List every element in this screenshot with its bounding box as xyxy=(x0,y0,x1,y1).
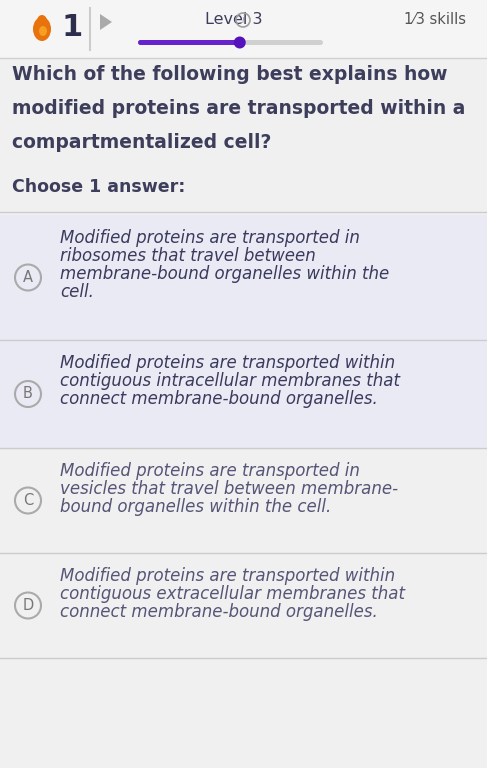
Text: compartmentalized cell?: compartmentalized cell? xyxy=(12,133,271,152)
Text: Modified proteins are transported within: Modified proteins are transported within xyxy=(60,567,395,585)
Text: vesicles that travel between membrane-: vesicles that travel between membrane- xyxy=(60,480,398,498)
Text: Which of the following best explains how: Which of the following best explains how xyxy=(12,65,448,84)
Text: contiguous intracellular membranes that: contiguous intracellular membranes that xyxy=(60,372,400,390)
Polygon shape xyxy=(100,14,112,30)
Text: Level 3: Level 3 xyxy=(205,12,262,28)
Text: A: A xyxy=(23,270,33,285)
FancyBboxPatch shape xyxy=(0,340,487,448)
Text: C: C xyxy=(23,493,33,508)
Text: Choose 1 answer:: Choose 1 answer: xyxy=(12,178,186,196)
FancyBboxPatch shape xyxy=(138,40,240,45)
Ellipse shape xyxy=(39,26,47,36)
Text: B: B xyxy=(23,386,33,402)
Text: contiguous extracellular membranes that: contiguous extracellular membranes that xyxy=(60,585,405,603)
Text: ribosomes that travel between: ribosomes that travel between xyxy=(60,247,316,265)
FancyBboxPatch shape xyxy=(138,40,323,45)
FancyBboxPatch shape xyxy=(0,215,487,340)
FancyBboxPatch shape xyxy=(0,448,487,553)
Circle shape xyxy=(234,37,246,48)
FancyBboxPatch shape xyxy=(0,58,487,768)
Text: modified proteins are transported within a: modified proteins are transported within… xyxy=(12,99,466,118)
Text: i: i xyxy=(242,15,244,25)
Text: D: D xyxy=(22,598,34,613)
Text: bound organelles within the cell.: bound organelles within the cell. xyxy=(60,498,331,516)
Ellipse shape xyxy=(33,17,51,41)
Text: 1: 1 xyxy=(61,12,83,41)
Text: Modified proteins are transported within: Modified proteins are transported within xyxy=(60,354,395,372)
Text: 1⁄3 skills: 1⁄3 skills xyxy=(404,12,466,28)
Text: Modified proteins are transported in: Modified proteins are transported in xyxy=(60,462,360,480)
FancyBboxPatch shape xyxy=(0,553,487,658)
Text: connect membrane-bound organelles.: connect membrane-bound organelles. xyxy=(60,390,378,408)
Text: membrane-bound organelles within the: membrane-bound organelles within the xyxy=(60,265,389,283)
Ellipse shape xyxy=(37,15,47,27)
Text: Modified proteins are transported in: Modified proteins are transported in xyxy=(60,229,360,247)
Text: connect membrane-bound organelles.: connect membrane-bound organelles. xyxy=(60,603,378,621)
Text: cell.: cell. xyxy=(60,283,94,301)
FancyBboxPatch shape xyxy=(0,0,487,58)
